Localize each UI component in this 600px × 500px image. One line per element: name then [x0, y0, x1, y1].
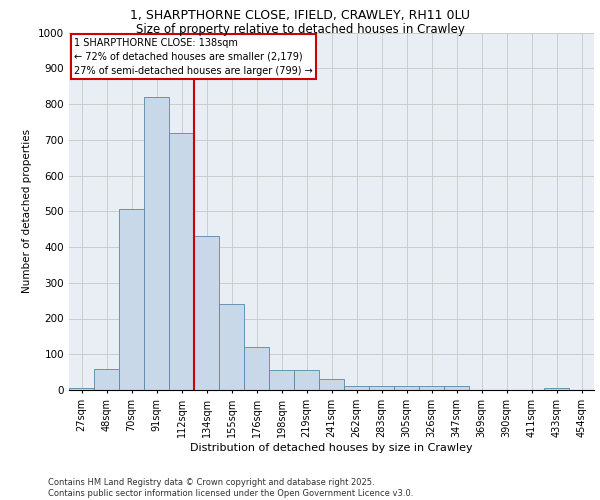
Bar: [169, 132, 194, 390]
Bar: [244, 347, 269, 390]
Y-axis label: Number of detached properties: Number of detached properties: [22, 129, 32, 294]
Text: 1 SHARPTHORNE CLOSE: 138sqm
← 72% of detached houses are smaller (2,179)
27% of : 1 SHARPTHORNE CLOSE: 138sqm ← 72% of det…: [74, 38, 313, 76]
Bar: [269, 370, 294, 390]
X-axis label: Distribution of detached houses by size in Crawley: Distribution of detached houses by size …: [190, 442, 473, 452]
Bar: [94, 368, 119, 390]
Bar: [344, 386, 369, 390]
Bar: [119, 210, 144, 390]
Bar: [219, 304, 244, 390]
Bar: [419, 386, 444, 390]
Bar: [294, 370, 319, 390]
Bar: [69, 388, 94, 390]
Text: Contains HM Land Registry data © Crown copyright and database right 2025.
Contai: Contains HM Land Registry data © Crown c…: [48, 478, 413, 498]
Text: 1, SHARPTHORNE CLOSE, IFIELD, CRAWLEY, RH11 0LU: 1, SHARPTHORNE CLOSE, IFIELD, CRAWLEY, R…: [130, 9, 470, 22]
Bar: [444, 386, 469, 390]
Bar: [544, 388, 569, 390]
Bar: [369, 386, 394, 390]
Bar: [319, 380, 344, 390]
Bar: [394, 386, 419, 390]
Bar: [194, 236, 219, 390]
Text: Size of property relative to detached houses in Crawley: Size of property relative to detached ho…: [136, 22, 464, 36]
Bar: [144, 97, 169, 390]
